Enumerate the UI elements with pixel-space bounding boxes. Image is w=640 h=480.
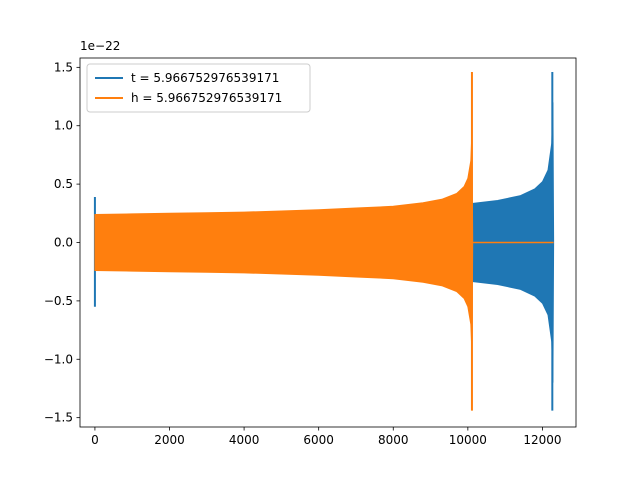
x-tick-label: 8000 [378,433,409,447]
x-tick-label: 10000 [449,433,487,447]
y-axis: −1.5 −1.0 −0.5 0.0 0.5 1.0 1.5 [44,60,80,425]
legend-label-0: t = 5.966752976539171 [131,71,279,85]
x-tick-label: 4000 [229,433,260,447]
x-axis: 0 2000 4000 6000 8000 10000 12000 [91,427,562,447]
y-tick-label: 1.5 [54,60,73,74]
legend: t = 5.966752976539171 h = 5.9667529765391… [86,63,311,113]
y-tick-label: 1.0 [54,119,73,133]
x-tick-label: 2000 [154,433,185,447]
legend-label-1: h = 5.966752976539171 [131,91,282,105]
series-1 [94,72,554,411]
y-tick-label: 0.5 [54,177,73,191]
legend-box [86,63,311,113]
y-tick-label: −0.5 [44,294,73,308]
x-tick-label: 0 [91,433,99,447]
y-tick-label: −1.0 [44,352,73,366]
plot-series [93,72,555,411]
y-tick-label: 0.0 [54,236,73,250]
y-tick-label: −1.5 [44,411,73,425]
x-tick-label: 6000 [303,433,334,447]
y-offset-text: 1e−22 [80,39,120,53]
x-tick-label: 12000 [523,433,561,447]
